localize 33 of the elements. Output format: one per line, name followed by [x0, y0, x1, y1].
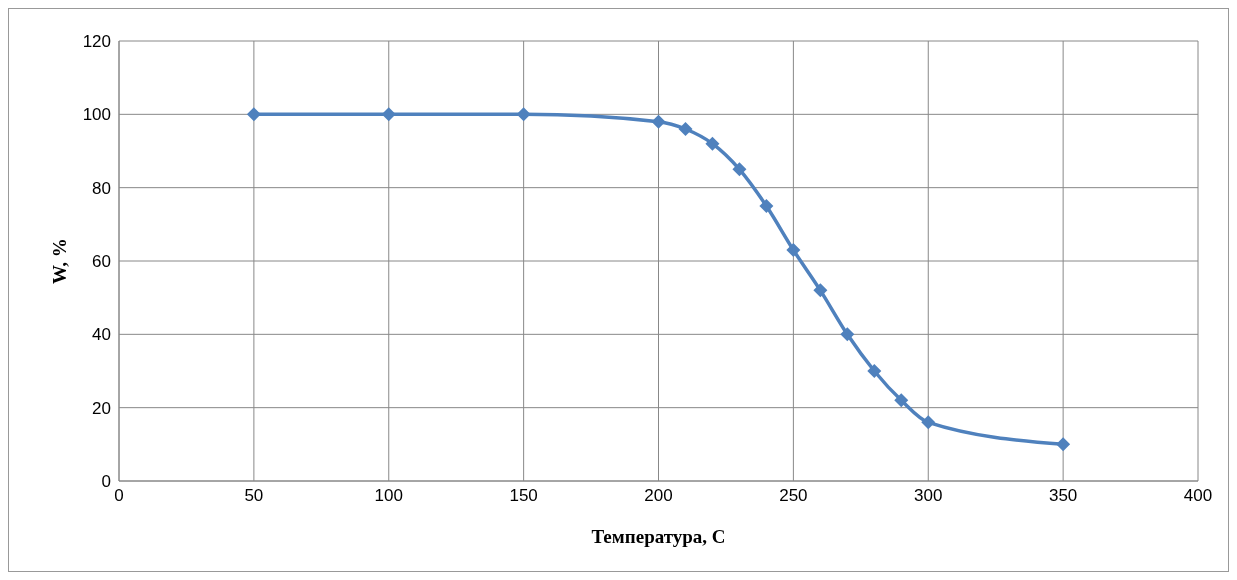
x-tick-label: 300 [914, 486, 943, 506]
point [867, 364, 882, 378]
x-tick-label: 100 [374, 486, 403, 506]
point [381, 107, 396, 122]
point [894, 393, 909, 408]
point [732, 162, 747, 177]
x-tick-label: 50 [244, 486, 264, 506]
point [705, 136, 720, 151]
y-tick-label: 80 [92, 178, 111, 198]
x-tick-label: 200 [644, 486, 673, 506]
y-tick-label: 120 [82, 32, 111, 52]
point [678, 122, 693, 136]
y-tick-label: 0 [101, 472, 111, 492]
point [840, 327, 855, 342]
y-tick-label: 100 [82, 105, 111, 125]
point [921, 415, 936, 430]
point [786, 243, 801, 257]
y-tick-label: 40 [92, 325, 111, 345]
x-tick-label: 400 [1183, 486, 1213, 506]
point [246, 107, 261, 122]
x-tick-label: 150 [509, 486, 538, 506]
y-tick-label: 60 [92, 252, 111, 272]
point [1056, 437, 1071, 452]
x-tick-label: 0 [114, 486, 124, 506]
point [813, 283, 828, 298]
x-axis-title: Температура, С [591, 526, 726, 547]
y-axis-title: W, % [48, 238, 70, 284]
y-tick-label: 20 [92, 398, 111, 418]
x-tick-label: 250 [779, 486, 808, 506]
x-tick-label: 350 [1048, 486, 1078, 506]
point [516, 107, 531, 122]
point [759, 199, 774, 213]
point [651, 114, 666, 129]
